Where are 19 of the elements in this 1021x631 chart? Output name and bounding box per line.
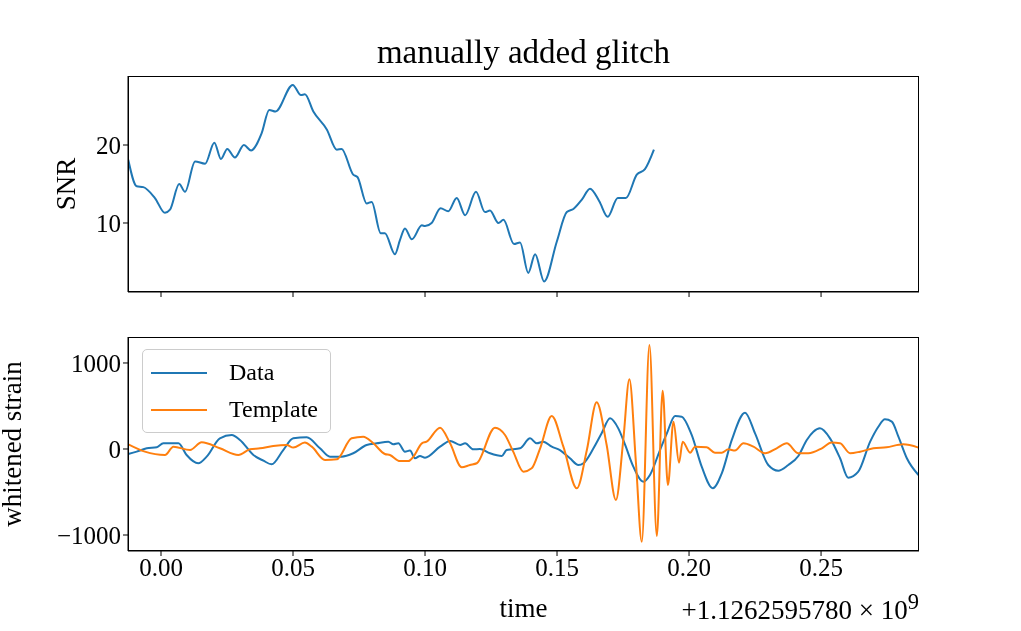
line-series — [128, 83, 655, 283]
y-axis-title: whitened strain — [0, 361, 28, 527]
x-axis-title: time — [499, 593, 548, 623]
legend-label: Data — [229, 359, 275, 386]
text: +1.1262595780 × 10$^{9}$ — [681, 589, 919, 626]
y-tick-label: 1000 — [71, 349, 121, 377]
y-tick-label: 20 — [96, 131, 121, 159]
x-tick-label: 0.05 — [271, 553, 315, 581]
x-tick-label: 0.15 — [535, 553, 579, 581]
y-axis-title: SNR — [50, 157, 82, 211]
y-tick-label: 10 — [96, 209, 121, 237]
x-tick-label: 0.20 — [667, 553, 711, 581]
legend-label: Template — [229, 396, 318, 423]
y-tick-label: −1000 — [56, 521, 121, 549]
x-tick-label: 0.25 — [799, 553, 843, 581]
chart-title: manually added glitch — [375, 34, 672, 70]
x-tick-label: 0.00 — [139, 553, 183, 581]
x-tick-label: 0.10 — [403, 553, 447, 581]
y-tick-label: 0 — [108, 435, 121, 463]
